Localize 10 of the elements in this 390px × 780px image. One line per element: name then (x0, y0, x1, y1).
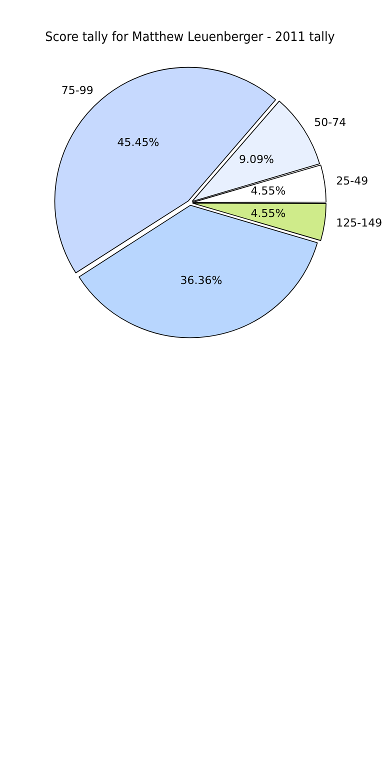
data-label: 4.55% (250, 206, 286, 220)
slice-label: 75-99 (61, 84, 94, 98)
data-label: 4.55% (250, 184, 286, 198)
slice-label: 125-149 (336, 216, 382, 230)
data-label: 45.45% (117, 136, 160, 149)
data-label: 9.09% (239, 152, 274, 166)
slice-label: 25-49 (336, 174, 368, 188)
slice-label: 50-74 (314, 116, 346, 129)
data-label: 36.36% (180, 274, 222, 287)
chart-title: Score tally for Matthew Leuenberger - 2011 tally (45, 28, 335, 44)
